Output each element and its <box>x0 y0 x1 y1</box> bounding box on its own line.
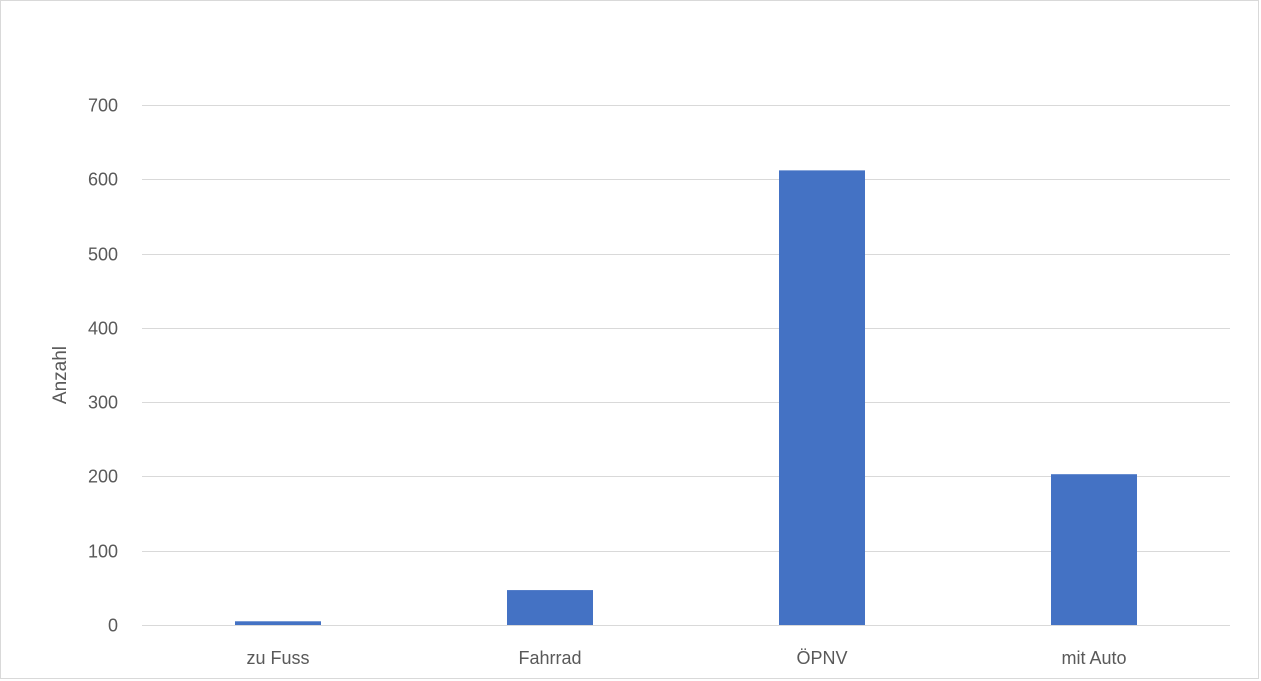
y-tick-label: 0 <box>108 616 118 636</box>
gridlines <box>142 105 1230 626</box>
y-tick-label: 100 <box>88 542 118 562</box>
bar <box>1051 474 1137 625</box>
bar <box>507 590 593 625</box>
x-tick-label: mit Auto <box>1061 648 1126 668</box>
x-tick-label: zu Fuss <box>246 648 309 668</box>
y-tick-labels: 0 100 200 300 400 500 600 700 <box>88 96 118 636</box>
bar <box>779 170 865 625</box>
y-tick-label: 600 <box>88 170 118 190</box>
y-tick-label: 300 <box>88 393 118 413</box>
y-tick-label: 200 <box>88 467 118 487</box>
y-axis-title: Anzahl <box>50 346 71 404</box>
y-tick-label: 500 <box>88 245 118 265</box>
x-tick-labels: zu Fuss Fahrrad ÖPNV mit Auto <box>246 648 1126 668</box>
x-tick-label: Fahrrad <box>518 648 581 668</box>
bars <box>235 170 1137 625</box>
y-tick-label: 400 <box>88 319 118 339</box>
y-tick-label: 700 <box>88 96 118 116</box>
bar <box>235 621 321 625</box>
x-tick-label: ÖPNV <box>796 648 847 668</box>
